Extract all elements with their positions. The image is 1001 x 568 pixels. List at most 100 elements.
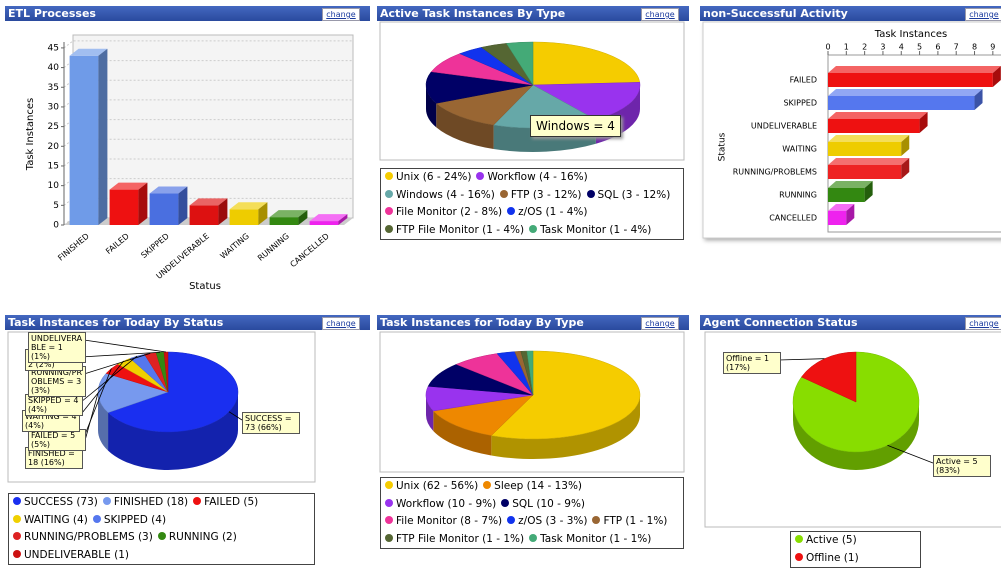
legend-item: z/OS (1 - 4%) xyxy=(507,204,587,222)
change-button[interactable]: change xyxy=(965,317,1001,330)
legend-swatch xyxy=(501,498,510,507)
x-tick-label: RUNNING xyxy=(256,232,291,263)
legend-item: UNDELIVERABLE (1) xyxy=(13,547,129,565)
bar xyxy=(828,165,902,179)
legend-item: File Monitor (8 - 7%) xyxy=(385,513,502,531)
legend-label: File Monitor (8 - 7%) xyxy=(396,515,503,527)
legend-swatch xyxy=(92,514,101,523)
legend-swatch xyxy=(586,189,595,198)
legend-item: RUNNING (2) xyxy=(157,529,237,547)
y-tick-label: UNDELIVERABLE xyxy=(751,122,817,131)
panel-title: ETL Processes xyxy=(8,7,96,20)
x-tick-label: 1 xyxy=(844,43,849,52)
callout-line xyxy=(228,411,243,421)
bar xyxy=(828,211,847,225)
legend-item: Offline (1) xyxy=(795,550,859,568)
callout-label: FAILED = 5 (5%) xyxy=(28,429,86,451)
legend-label: Unix (6 - 24%) xyxy=(396,171,472,183)
bar-top xyxy=(69,48,108,56)
bar-top xyxy=(149,186,188,194)
change-button[interactable]: change xyxy=(641,8,679,21)
legend-swatch xyxy=(385,533,393,542)
pie-slice xyxy=(526,350,534,396)
legend-swatch xyxy=(385,189,393,198)
y-tick-label: 30 xyxy=(48,102,60,112)
panel-header: Active Task Instances By Type change xyxy=(377,6,689,21)
y-tick-label: WAITING xyxy=(782,145,817,154)
pie-side xyxy=(98,392,109,451)
legend-swatch xyxy=(385,172,393,180)
legend-label: FTP File Monitor (1 - 4%) xyxy=(396,223,525,236)
legend-item: Sleep (14 - 13%) xyxy=(483,478,582,496)
panel-header: ETL Processes change xyxy=(5,6,370,21)
legend-label: Workflow (10 - 9%) xyxy=(396,497,497,510)
legend-item: Active (5) xyxy=(795,532,857,550)
panel-title: Active Task Instances By Type xyxy=(380,7,566,20)
legend-item: Task Monitor (1 - 1%) xyxy=(529,531,651,549)
legend-swatch xyxy=(795,552,803,561)
legend-swatch xyxy=(385,207,393,215)
y-tick-label: 45 xyxy=(48,43,59,53)
change-button[interactable]: change xyxy=(965,8,1001,21)
y-tick-label: FAILED xyxy=(790,76,817,85)
legend-label: SUCCESS (73) xyxy=(24,496,98,508)
legend-label: Unix (62 - 56%) xyxy=(396,480,479,492)
change-button[interactable]: change xyxy=(322,317,360,330)
bar-side xyxy=(919,112,928,133)
panel-header: Agent Connection Status change xyxy=(700,315,1001,330)
legend-item: WAITING (4) xyxy=(13,512,88,530)
callout-line xyxy=(83,368,112,438)
callout-line xyxy=(77,360,125,419)
legend-label: Task Monitor (1 - 1%) xyxy=(540,532,652,545)
legend-item: SUCCESS (73) xyxy=(13,494,98,512)
legend-swatch xyxy=(157,532,166,540)
panel-header: non-Successful Activity change xyxy=(700,6,1001,21)
legend-item: FINISHED (18) xyxy=(102,494,188,512)
bar-side xyxy=(974,89,983,110)
bar-side xyxy=(138,182,148,225)
x-axis-label: Status xyxy=(189,281,221,292)
legend-swatch xyxy=(385,224,393,233)
bar-top xyxy=(828,181,873,188)
x-tick-label: 5 xyxy=(917,43,922,52)
pie-slice xyxy=(435,84,534,126)
callout-line xyxy=(80,351,161,358)
legend-swatch xyxy=(13,497,21,505)
y-tick-label: 20 xyxy=(48,142,60,152)
legend-item: FAILED (5) xyxy=(193,494,258,512)
legend-swatch xyxy=(483,481,492,489)
x-tick-label: FAILED xyxy=(104,232,131,256)
callout-line xyxy=(778,358,825,361)
y-tick-label: 15 xyxy=(48,161,59,171)
change-button[interactable]: change xyxy=(641,317,679,330)
bar-top xyxy=(828,204,855,211)
legend-label: Offline (1) xyxy=(806,551,859,564)
x-tick-label: SKIPPED xyxy=(139,232,170,260)
legend-label: FTP (3 - 12%) xyxy=(510,188,582,201)
bar xyxy=(109,189,139,225)
pie-side xyxy=(793,402,919,470)
legend-item: FTP File Monitor (1 - 1%) xyxy=(385,531,524,549)
legend: Unix (6 - 24%) Workflow (4 - 16%) Windows … xyxy=(380,168,684,240)
bar-top xyxy=(828,66,1001,73)
bar-top xyxy=(189,198,228,206)
legend-label: FTP (1 - 1%) xyxy=(603,515,668,527)
bar-side xyxy=(992,66,1001,87)
callout-label: UNDELIVERABLE = 1 (1%) xyxy=(28,332,86,363)
legend-item: Workflow (4 - 16%) xyxy=(476,169,588,187)
panel-title: non-Successful Activity xyxy=(703,7,848,20)
x-tick-label: 9 xyxy=(990,43,995,52)
change-button[interactable]: change xyxy=(322,8,360,21)
bar-top xyxy=(229,202,268,210)
legend-label: SQL (10 - 9%) xyxy=(512,497,586,510)
bar-side xyxy=(98,48,108,225)
legend-swatch xyxy=(385,516,393,524)
pie-side xyxy=(108,392,238,470)
legend-item: Unix (62 - 56%) xyxy=(385,478,478,496)
panel-title: Task Instances for Today By Status xyxy=(8,316,224,329)
legend-item: File Monitor (2 - 8%) xyxy=(385,204,502,222)
callout-line xyxy=(83,352,151,375)
bar-side xyxy=(901,158,910,179)
legend-swatch xyxy=(529,224,538,233)
x-tick-label: 3 xyxy=(880,43,885,52)
